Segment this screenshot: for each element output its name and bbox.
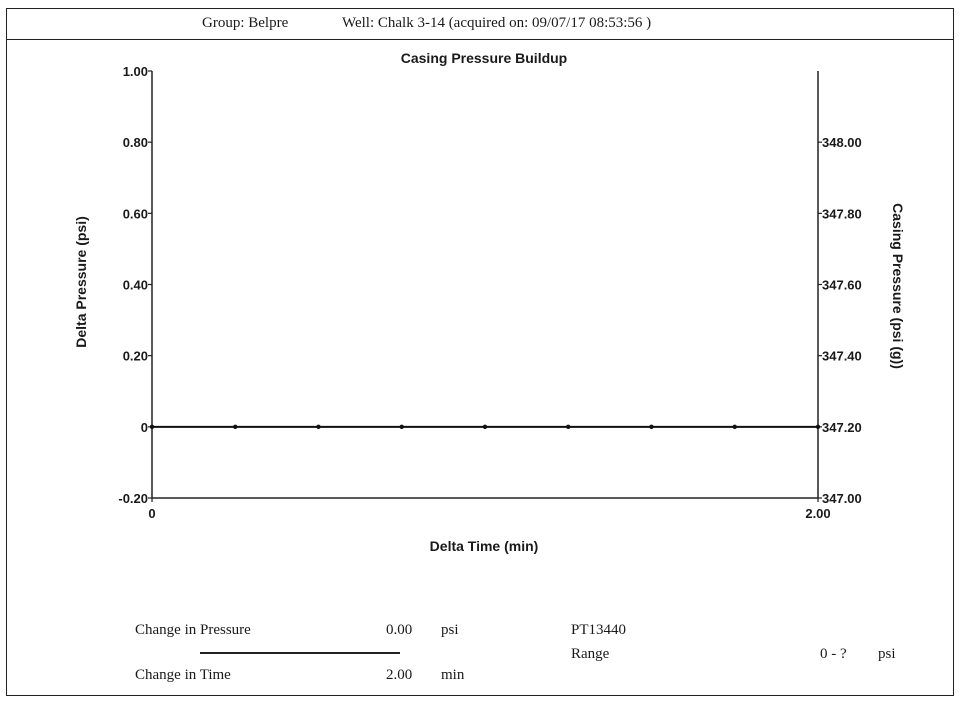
y2-axis-label: Casing Pressure (psi (g)) (890, 203, 906, 369)
x-axis-label: Delta Time (min) (430, 538, 539, 554)
y2-tick-label: 348.00 (822, 135, 862, 150)
data-point (399, 424, 404, 430)
data-point (566, 424, 571, 430)
report-frame (6, 8, 954, 696)
y2-tick-label: 347.80 (822, 206, 862, 221)
chart-marks (149, 424, 821, 430)
data-point (732, 424, 737, 430)
group-label: Group: Belpre (202, 15, 289, 31)
y2-tick-label: 347.00 (822, 491, 862, 506)
x-tick-label: 0 (148, 506, 155, 521)
data-point (316, 424, 321, 430)
y-tick-label: 1.00 (123, 64, 148, 79)
data-point (149, 424, 155, 430)
y2-tick-label: 347.60 (822, 278, 862, 293)
y2-tick-label: 347.40 (822, 349, 862, 364)
y-tick-label: 0.20 (123, 349, 148, 364)
data-point (815, 424, 821, 430)
report-header: Group: Belpre Well: Chalk 3-14 (acquired… (6, 8, 954, 40)
data-point (233, 424, 238, 430)
chart-title: Casing Pressure Buildup (401, 50, 567, 66)
well-label: Well: Chalk 3-14 (acquired on: 09/07/17 … (342, 15, 652, 31)
y-tick-label: 0.40 (123, 278, 148, 293)
chart-axes: -0.2000.200.400.600.801.00347.00347.2034… (118, 64, 861, 521)
y2-tick-label: 347.20 (822, 420, 862, 435)
y-tick-label: 0 (141, 420, 148, 435)
y-axis-label: Delta Pressure (psi) (73, 216, 89, 348)
y-tick-label: 0.80 (123, 135, 148, 150)
data-point (482, 424, 488, 430)
data-point (649, 424, 654, 430)
y-tick-label: 0.60 (123, 206, 148, 221)
y-tick-label: -0.20 (118, 491, 148, 506)
x-tick-label: 2.00 (805, 506, 830, 521)
